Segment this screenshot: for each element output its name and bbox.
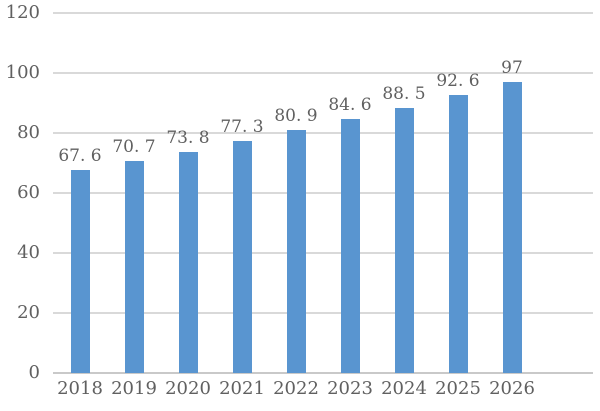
bar bbox=[502, 82, 522, 373]
gridline bbox=[53, 12, 593, 14]
bar bbox=[70, 170, 90, 373]
bar-value-label: 67. 6 bbox=[58, 146, 102, 167]
x-tick-label: 2022 bbox=[273, 378, 319, 399]
y-tick-label: 100 bbox=[5, 62, 40, 83]
bar-value-label: 73. 8 bbox=[166, 127, 210, 148]
bar-value-label: 88. 5 bbox=[382, 83, 426, 104]
gridline bbox=[53, 72, 593, 74]
y-tick-label: 60 bbox=[17, 182, 40, 203]
bar bbox=[448, 95, 468, 373]
bar-value-label: 70. 7 bbox=[112, 136, 156, 157]
gridline bbox=[53, 252, 593, 254]
x-tick-label: 2026 bbox=[489, 378, 535, 399]
x-tick-label: 2023 bbox=[327, 378, 373, 399]
bar-value-label: 84. 6 bbox=[328, 95, 372, 116]
gridline bbox=[53, 132, 593, 134]
bar bbox=[124, 160, 144, 373]
bar bbox=[394, 107, 414, 373]
bar-value-label: 80. 9 bbox=[274, 106, 318, 127]
x-tick-label: 2019 bbox=[111, 378, 157, 399]
gridline bbox=[53, 192, 593, 194]
x-axis-line bbox=[53, 372, 593, 374]
x-tick-label: 2020 bbox=[165, 378, 211, 399]
x-tick-label: 2021 bbox=[219, 378, 265, 399]
x-tick-label: 2018 bbox=[57, 378, 103, 399]
bar-value-label: 97 bbox=[501, 58, 523, 78]
gridline bbox=[53, 312, 593, 314]
bar bbox=[286, 130, 306, 373]
y-tick-label: 80 bbox=[17, 122, 40, 143]
y-tick-label: 120 bbox=[5, 2, 40, 23]
y-tick-label: 20 bbox=[17, 302, 40, 323]
bar-value-label: 92. 6 bbox=[436, 71, 480, 92]
x-tick-label: 2024 bbox=[381, 378, 427, 399]
y-tick-label: 0 bbox=[28, 362, 40, 383]
plot-area: 67. 6 70. 7 73. 8 77. 3 80. 9 84. 6 88. 5 92. 6… bbox=[53, 12, 593, 374]
bar-value-label: 77. 3 bbox=[220, 117, 264, 138]
bar bbox=[340, 119, 360, 373]
x-tick-label: 2025 bbox=[435, 378, 481, 399]
y-tick-label: 40 bbox=[17, 242, 40, 263]
bar bbox=[232, 141, 252, 373]
bar bbox=[178, 151, 198, 373]
